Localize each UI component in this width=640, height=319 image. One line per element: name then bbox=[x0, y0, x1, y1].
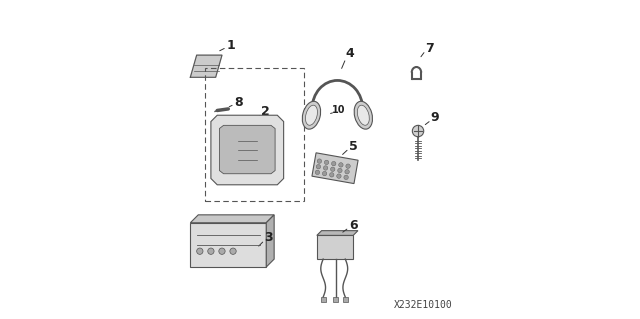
Text: 2: 2 bbox=[261, 105, 270, 118]
Circle shape bbox=[317, 159, 322, 163]
Circle shape bbox=[345, 170, 349, 174]
Circle shape bbox=[219, 248, 225, 254]
Ellipse shape bbox=[357, 105, 369, 125]
Circle shape bbox=[196, 248, 203, 254]
Text: 8: 8 bbox=[234, 96, 243, 109]
Circle shape bbox=[230, 248, 236, 254]
Circle shape bbox=[346, 164, 350, 168]
Circle shape bbox=[339, 163, 343, 167]
Circle shape bbox=[412, 125, 424, 137]
Text: 9: 9 bbox=[431, 111, 439, 124]
Polygon shape bbox=[190, 215, 274, 223]
Circle shape bbox=[344, 175, 348, 180]
Polygon shape bbox=[220, 125, 275, 174]
Text: 4: 4 bbox=[345, 47, 354, 60]
Circle shape bbox=[324, 160, 329, 165]
Circle shape bbox=[323, 166, 328, 170]
Polygon shape bbox=[312, 153, 358, 183]
Ellipse shape bbox=[354, 101, 372, 129]
Circle shape bbox=[208, 248, 214, 254]
Circle shape bbox=[338, 168, 342, 173]
Bar bbox=[190, 223, 266, 267]
Text: 5: 5 bbox=[349, 140, 358, 153]
Bar bbox=[317, 235, 353, 259]
Bar bbox=[205, 68, 304, 201]
Bar bbox=[343, 297, 348, 302]
Polygon shape bbox=[317, 231, 358, 235]
Circle shape bbox=[330, 167, 335, 171]
Circle shape bbox=[316, 165, 321, 169]
Text: 3: 3 bbox=[264, 231, 273, 244]
Text: 6: 6 bbox=[349, 219, 358, 232]
Polygon shape bbox=[211, 115, 284, 185]
Text: 10: 10 bbox=[332, 105, 346, 115]
Ellipse shape bbox=[302, 101, 321, 129]
Circle shape bbox=[323, 171, 327, 176]
Circle shape bbox=[330, 173, 334, 177]
Circle shape bbox=[337, 174, 341, 178]
Text: X232E10100: X232E10100 bbox=[394, 300, 453, 310]
Circle shape bbox=[332, 161, 336, 166]
Polygon shape bbox=[190, 55, 222, 77]
Polygon shape bbox=[266, 215, 274, 267]
Bar bbox=[333, 297, 339, 302]
Text: 7: 7 bbox=[425, 42, 433, 55]
Text: 1: 1 bbox=[227, 39, 236, 52]
Ellipse shape bbox=[305, 105, 317, 125]
Bar bbox=[321, 297, 326, 302]
Circle shape bbox=[316, 170, 319, 174]
